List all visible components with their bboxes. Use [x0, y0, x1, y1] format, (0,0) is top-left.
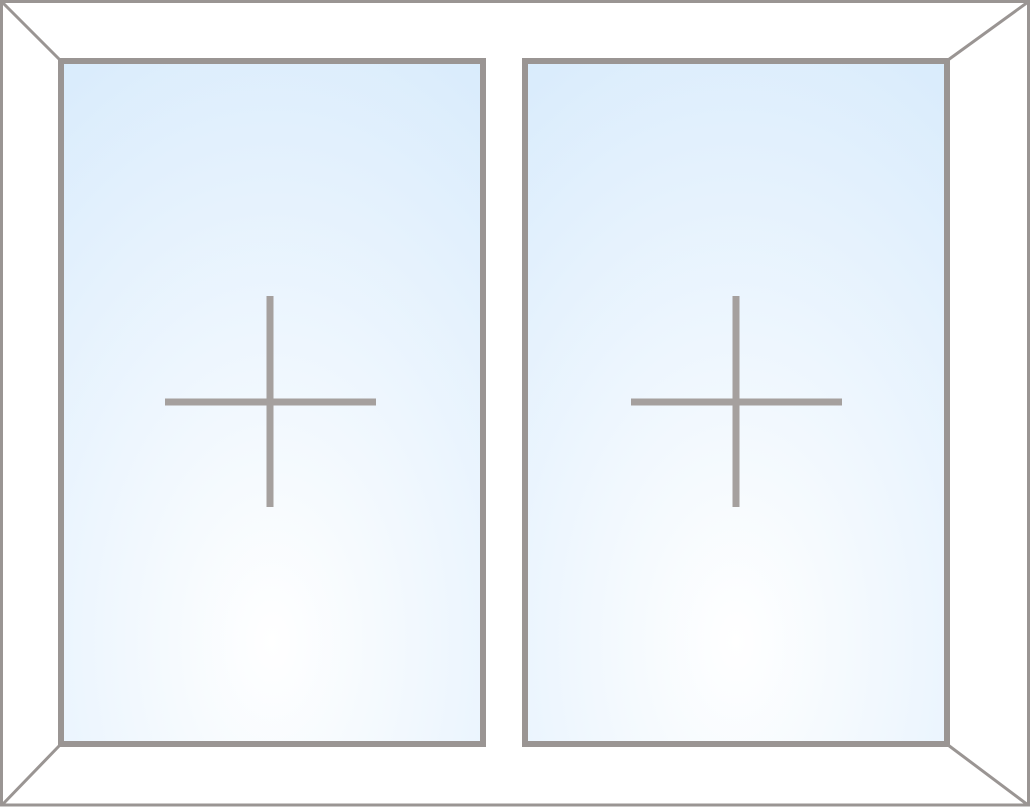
- bevel-bottom-right: [947, 743, 1029, 807]
- pane-left: [58, 58, 486, 747]
- plus-icon: [631, 296, 842, 507]
- pane-right: [522, 58, 950, 747]
- bevel-top-left: [0, 0, 62, 62]
- plus-icon: [165, 296, 376, 507]
- bevel-top-right: [947, 0, 1029, 62]
- bevel-bottom-left: [0, 743, 62, 807]
